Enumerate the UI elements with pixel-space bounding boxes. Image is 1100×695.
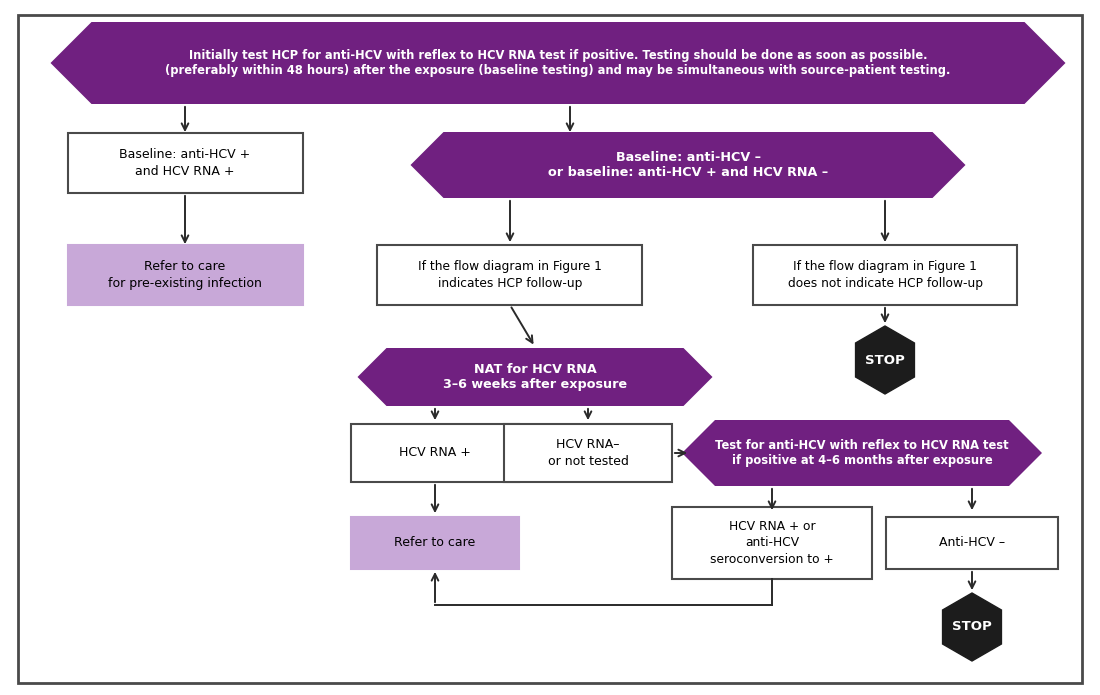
FancyBboxPatch shape — [886, 517, 1058, 569]
FancyBboxPatch shape — [377, 245, 642, 305]
Text: STOP: STOP — [953, 621, 992, 634]
FancyBboxPatch shape — [351, 517, 519, 569]
Text: Test for anti-HCV with reflex to HCV RNA test
if positive at 4–6 months after ex: Test for anti-HCV with reflex to HCV RNA… — [715, 439, 1009, 467]
Text: Refer to care
for pre-existing infection: Refer to care for pre-existing infection — [108, 260, 262, 290]
FancyBboxPatch shape — [67, 245, 302, 305]
FancyBboxPatch shape — [351, 424, 519, 482]
Polygon shape — [51, 22, 1066, 104]
FancyBboxPatch shape — [752, 245, 1018, 305]
Text: Initially test HCP for anti-HCV with reflex to HCV RNA test if positive. Testing: Initially test HCP for anti-HCV with ref… — [165, 49, 950, 77]
Text: HCV RNA–
or not tested: HCV RNA– or not tested — [548, 439, 628, 468]
Polygon shape — [682, 420, 1042, 486]
FancyBboxPatch shape — [67, 133, 302, 193]
Text: Baseline: anti-HCV +
and HCV RNA +: Baseline: anti-HCV + and HCV RNA + — [120, 148, 251, 178]
Text: Baseline: anti-HCV –
or baseline: anti-HCV + and HCV RNA –: Baseline: anti-HCV – or baseline: anti-H… — [548, 151, 828, 179]
Text: HCV RNA +: HCV RNA + — [399, 446, 471, 459]
Text: HCV RNA + or
anti-HCV
seroconversion to +: HCV RNA + or anti-HCV seroconversion to … — [711, 520, 834, 566]
Text: If the flow diagram in Figure 1
does not indicate HCP follow-up: If the flow diagram in Figure 1 does not… — [788, 260, 982, 290]
Polygon shape — [856, 326, 914, 394]
Polygon shape — [943, 593, 1001, 661]
Polygon shape — [358, 348, 713, 406]
FancyBboxPatch shape — [672, 507, 872, 579]
Text: If the flow diagram in Figure 1
indicates HCP follow-up: If the flow diagram in Figure 1 indicate… — [418, 260, 602, 290]
Text: Refer to care: Refer to care — [395, 537, 475, 550]
Text: STOP: STOP — [865, 354, 905, 366]
Text: Anti-HCV –: Anti-HCV – — [939, 537, 1005, 550]
FancyBboxPatch shape — [504, 424, 672, 482]
Text: NAT for HCV RNA
3–6 weeks after exposure: NAT for HCV RNA 3–6 weeks after exposure — [443, 363, 627, 391]
Polygon shape — [410, 132, 966, 198]
